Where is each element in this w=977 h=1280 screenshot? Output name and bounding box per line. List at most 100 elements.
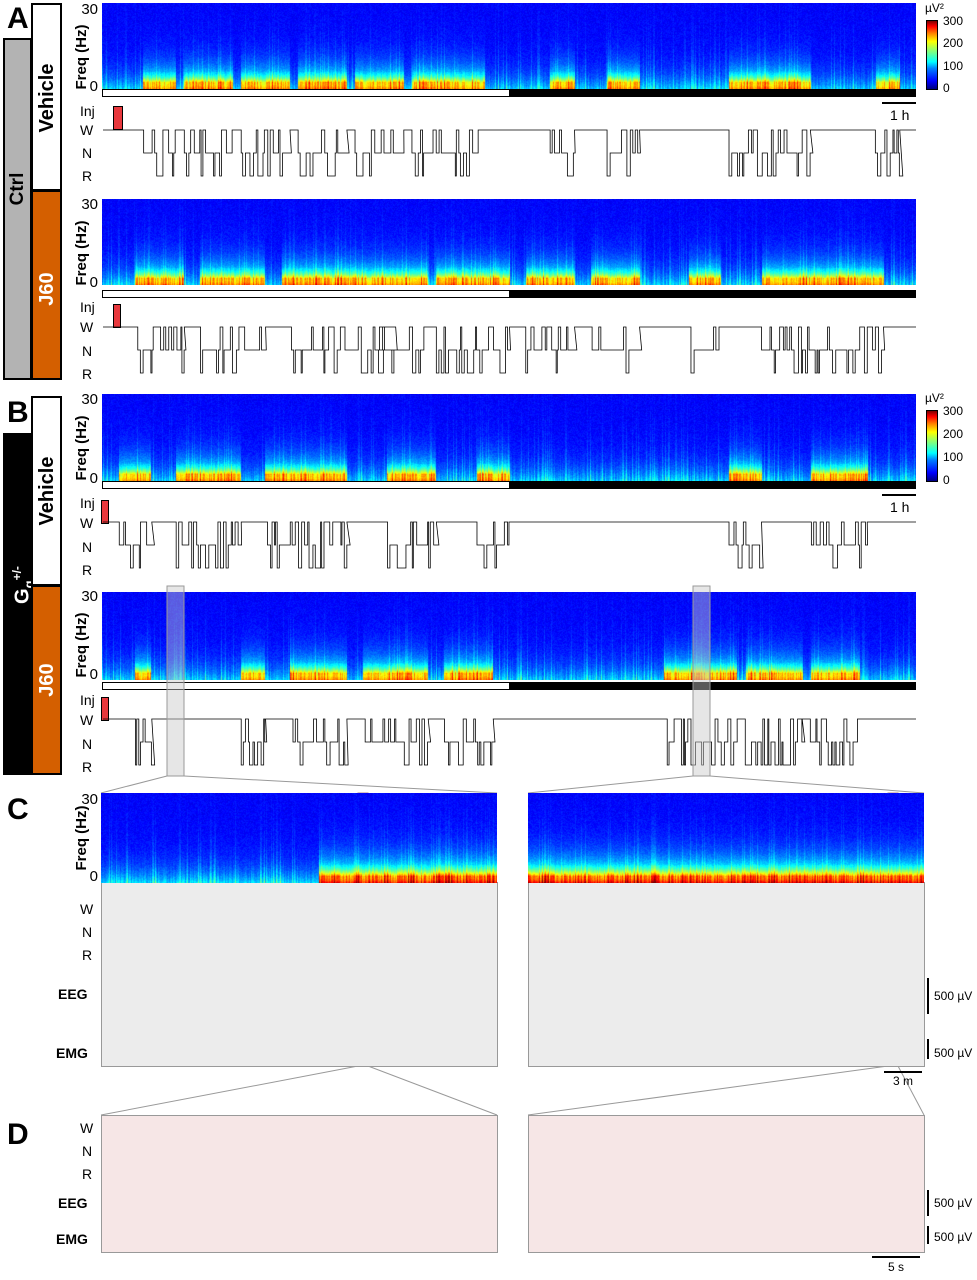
spectrogram [102,394,916,481]
zoom-connector [709,775,925,794]
voltage-scalebar [927,1226,929,1244]
wake-label: W [80,901,94,917]
voltage-scalebar-label: 500 µV [934,1046,973,1060]
voltage-scalebar [927,1039,929,1059]
voltage-scalebar [927,978,929,1014]
spectrogram-canvas [101,793,497,883]
wake-label: W [80,712,94,728]
zoom-connector [367,1065,498,1116]
ytick-bottom: 0 [89,78,98,95]
panel-letter-c: C [7,793,29,826]
colorbar-tick: 0 [943,81,950,95]
rem-label: R [82,562,93,578]
colorbar-tick: 200 [943,36,964,50]
zoom-connector [527,1065,889,1116]
colorbar-tick: 0 [943,473,950,487]
vehicle-bar-a [31,3,62,191]
second-scalebar-label: 5 s [888,1260,905,1274]
spectrogram-zoom-right [528,793,924,883]
light-dark-bar [102,290,916,298]
hypnogram-trace [103,129,916,177]
ytick-top: 30 [81,391,98,408]
hour-scalebar-label: 1 h [890,107,910,123]
nrem-label: N [82,1143,93,1159]
panel-letter-d: D [7,1118,29,1151]
wake-label: W [80,319,94,335]
colorbar [926,20,938,90]
colorbar-tick: 200 [943,427,964,441]
inj-label: Inj [80,692,95,708]
rem-label: R [82,759,93,775]
light-dark-bar [102,89,916,97]
light-dark-bar [102,682,916,690]
nrem-label: N [82,539,93,555]
spectrogram-canvas [102,3,916,89]
voltage-scalebar [927,1190,929,1216]
hour-scalebar [882,102,916,104]
ytick-top: 30 [81,791,98,808]
colorbar-tick: 300 [943,404,964,418]
nrem-label: N [82,343,93,359]
nrem-label: N [82,736,93,752]
rem-label: R [82,366,93,382]
zoom-connector [183,775,498,794]
rem-label: R [82,168,93,184]
inj-label: Inj [80,299,95,315]
ytick-top: 30 [81,588,98,605]
ytick-top: 30 [81,196,98,213]
colorbar-unit: µV² [925,391,944,405]
zoom-connector [100,1065,359,1116]
rem-label: R [82,1166,93,1182]
injection-marker [113,304,121,328]
j60-bar-b [31,585,62,775]
second-scalebar [872,1256,920,1258]
wake-label: W [80,1120,94,1136]
colorbar-tick: 300 [943,14,964,28]
ytick-bottom: 0 [89,666,98,683]
zoom-connector [527,775,694,794]
spectrogram-canvas [102,199,916,285]
colorbar-unit: µV² [925,1,944,15]
hypnogram-trace [103,326,916,374]
hour-scalebar-label: 1 h [890,499,910,515]
rem-label: R [82,947,93,963]
colorbar-tick: 100 [943,59,964,73]
hour-scalebar [882,494,916,496]
zoom-window-right [692,585,711,777]
hypnogram-trace [103,718,916,766]
j60-bar-a [31,190,62,380]
nrem-label: N [82,924,93,940]
voltage-scalebar-label: 500 µV [934,989,973,1003]
eeg-label: EEG [58,1195,88,1211]
injection-marker [113,106,123,130]
spectrogram-canvas [528,793,924,883]
zoom-panel-c-left [101,882,498,1067]
wake-label: W [80,122,94,138]
ytick-bottom: 0 [89,274,98,291]
spectrogram [102,199,916,285]
spectrogram-canvas [102,394,916,481]
injection-marker [101,697,109,721]
minute-scalebar-label: 3 m [893,1074,914,1088]
ytick-top: 30 [81,1,98,18]
hypnogram-trace [103,521,916,569]
minute-scalebar [884,1071,922,1073]
light-dark-bar [102,481,916,489]
voltage-scalebar-label: 500 µV [934,1196,973,1210]
panel-letter-a: A [7,2,29,35]
freq-axis-label: Freq (Hz) [73,805,90,871]
zoom-panel-c-right [528,882,925,1067]
zoom-panel-d-right [528,1115,925,1253]
ytick-bottom: 0 [89,470,98,487]
inj-label: Inj [80,495,95,511]
emg-label: EMG [56,1231,88,1247]
spectrogram [102,592,916,680]
eeg-label: EEG [58,986,88,1002]
emg-label: EMG [56,1045,88,1061]
spectrogram [102,3,916,89]
colorbar [926,410,938,482]
voltage-scalebar-label: 500 µV [934,1230,973,1244]
zoom-panel-d-left [101,1115,498,1253]
